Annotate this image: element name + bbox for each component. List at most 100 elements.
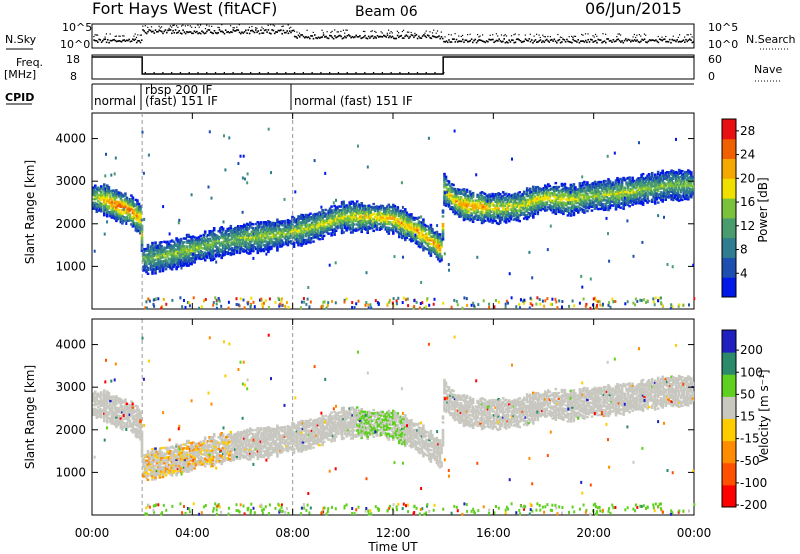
- power-cell: [265, 244, 269, 247]
- noise-point: [107, 39, 109, 41]
- power-cell: [661, 175, 664, 178]
- power-cell: [175, 248, 178, 252]
- power-cell: [152, 252, 156, 256]
- power-cell: [405, 225, 409, 228]
- power-cell: [529, 199, 532, 202]
- power-cell: [211, 256, 214, 260]
- power-cell: [175, 258, 178, 261]
- power-cell: [641, 201, 645, 204]
- power-cell: [337, 211, 341, 214]
- power-cell: [232, 241, 236, 244]
- power-cell: [471, 205, 475, 208]
- power-cell: [229, 251, 233, 255]
- noise-point: [495, 33, 497, 35]
- power-cell: [285, 233, 288, 236]
- power-cell: [328, 222, 332, 226]
- power-cell: [357, 222, 360, 225]
- noise-point: [640, 40, 642, 43]
- power-cell: [525, 206, 529, 209]
- power-cell: [286, 224, 290, 228]
- power-cell: [411, 239, 415, 242]
- power-cell: [361, 206, 365, 209]
- noise-point: [319, 37, 321, 39]
- power-cell: [583, 211, 586, 214]
- power-cell: [459, 213, 463, 216]
- power-cell: [562, 193, 565, 196]
- power-cell: [182, 262, 186, 265]
- power-cell: [267, 229, 270, 232]
- power-cell: [572, 192, 576, 196]
- power-cell: [148, 251, 151, 254]
- power-cell: [613, 197, 616, 200]
- power-cell: [229, 242, 233, 245]
- power-cell: [522, 213, 526, 216]
- noise-point: [635, 40, 637, 42]
- power-cell: [346, 226, 350, 230]
- power-cell: [145, 265, 148, 268]
- power-cell: [574, 199, 577, 202]
- power-cell: [92, 186, 96, 189]
- power-cell: [535, 209, 538, 212]
- power-cell: [307, 240, 311, 244]
- power-cell: [482, 203, 485, 206]
- power-cell: [413, 216, 416, 220]
- noise-point: [574, 35, 577, 37]
- power-cell: [649, 178, 652, 181]
- power-cell: [121, 205, 124, 208]
- power-cell: [345, 227, 348, 230]
- power-cell: [592, 193, 595, 196]
- power-cell: [512, 197, 515, 200]
- power-cell: [357, 220, 360, 223]
- power-cell: [423, 241, 427, 244]
- power-cell: [532, 208, 535, 211]
- power-cell: [458, 213, 461, 216]
- noise-point: [502, 40, 504, 43]
- noise-point: [104, 36, 106, 38]
- power-cell: [295, 218, 299, 221]
- noise-point: [287, 24, 289, 26]
- noise-point: [290, 26, 292, 28]
- power-cell: [676, 183, 679, 186]
- power-cell: [252, 226, 255, 230]
- power-cell: [270, 241, 273, 244]
- noise-point: [418, 35, 420, 38]
- noise-point: [177, 31, 179, 34]
- power-cell: [604, 208, 607, 211]
- power-cell: [352, 217, 356, 220]
- power-cell: [339, 215, 342, 218]
- noise-point: [125, 39, 128, 42]
- noise-point: [605, 33, 607, 35]
- power-cell: [643, 195, 646, 198]
- power-cell: [348, 220, 351, 223]
- power-cell: [181, 251, 184, 254]
- power-cell: [477, 207, 481, 210]
- power-cell: [446, 179, 449, 183]
- power-cell: [525, 189, 529, 192]
- noise-point: [211, 32, 213, 34]
- power-cell: [241, 240, 245, 243]
- noise-point: [594, 40, 597, 42]
- power-cell: [497, 217, 500, 220]
- power-cell: [131, 215, 135, 218]
- power-cell: [486, 209, 490, 213]
- nave-point: [346, 72, 348, 74]
- power-cell: [331, 230, 335, 234]
- power-cell: [529, 214, 532, 217]
- power-cell: [340, 226, 344, 229]
- power-cell: [286, 230, 290, 233]
- power-cell: [670, 184, 673, 188]
- power-cell: [625, 194, 628, 198]
- noise-point: [655, 39, 657, 41]
- power-cell: [568, 212, 571, 215]
- noise-point: [301, 34, 303, 36]
- power-cell: [212, 232, 216, 236]
- power-cell: [373, 221, 377, 224]
- power-cell: [258, 233, 261, 237]
- power-cell: [629, 199, 633, 202]
- power-cell: [668, 171, 672, 174]
- power-cell: [301, 221, 305, 225]
- power-cell: [435, 234, 439, 237]
- power-cell: [190, 251, 193, 254]
- power-cell: [149, 255, 153, 258]
- power-cell: [185, 262, 189, 265]
